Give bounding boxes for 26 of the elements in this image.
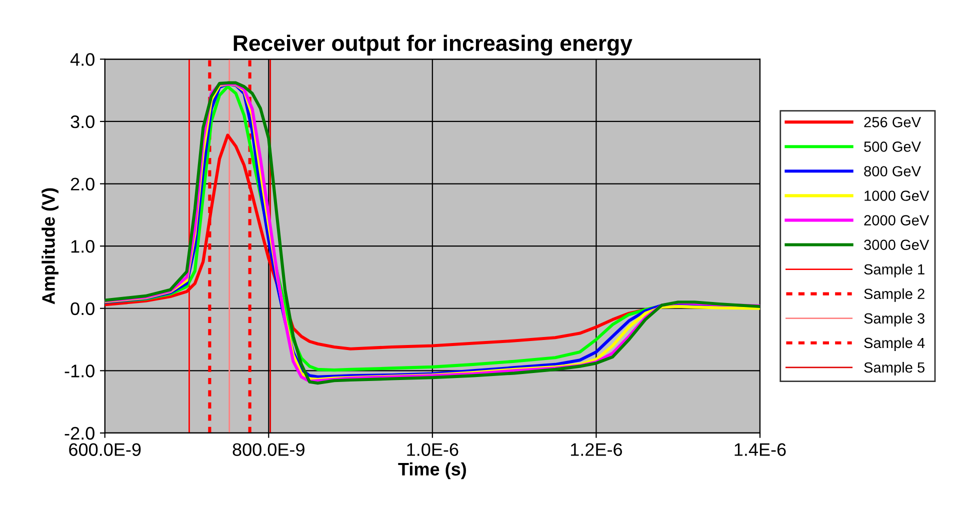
y-tick-label: -2.0 (64, 426, 94, 440)
y-tick-label: 0.0 (70, 302, 94, 316)
legend-label: Sample 3 (864, 312, 924, 326)
x-tick-label: 1.2E-6 (570, 443, 622, 456)
y-tick-label: 4.0 (70, 53, 94, 66)
legend-label: 800 GeV (864, 166, 921, 176)
legend-label: Sample 4 (864, 337, 925, 351)
x-axis-title: Time (s) (398, 462, 466, 480)
x-tick-label: 1.0E-6 (407, 443, 458, 456)
legend-label: Sample 2 (864, 288, 924, 302)
legend-label: Sample 1 (864, 264, 924, 278)
legend-label: 256 GeV (864, 117, 921, 128)
legend-label: 1000 GeV (864, 190, 930, 201)
y-tick-label: 3.0 (70, 115, 94, 128)
legend-label: 2000 GeV (864, 215, 930, 226)
chart-title: Receiver output for increasing energy (234, 34, 632, 56)
y-axis-title: Amplitude (V) (42, 188, 58, 304)
legend-label: 3000 GeV (864, 240, 930, 250)
y-tick-label: 1.0 (71, 240, 94, 253)
x-tick-label: 1.4E-6 (734, 443, 786, 456)
x-tick-label: 800.0E-9 (232, 443, 304, 456)
x-tick-label: 600.0E-9 (69, 443, 141, 456)
y-tick-label: -1.0 (64, 364, 94, 378)
legend-label: 500 GeV (864, 142, 921, 152)
legend-label: Sample 5 (864, 362, 924, 376)
y-tick-label: 2.0 (70, 178, 94, 190)
